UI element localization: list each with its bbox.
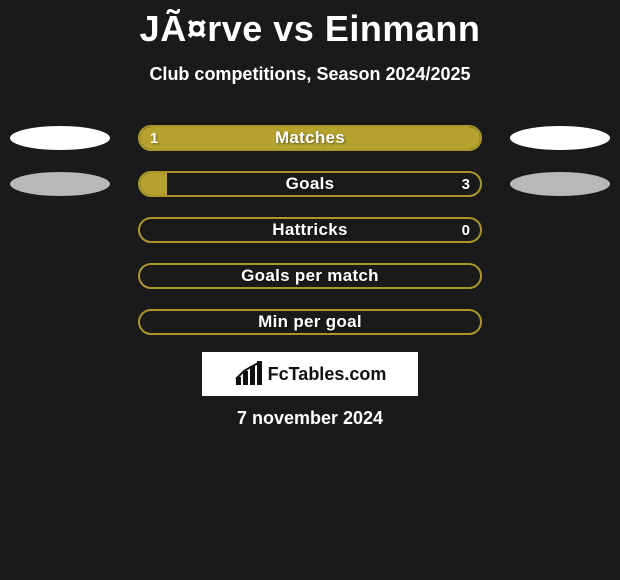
stat-bar: 0Hattricks xyxy=(138,217,482,243)
right-player-marker xyxy=(510,126,610,150)
footer-date: 7 november 2024 xyxy=(0,408,620,429)
stat-row: 3Goals xyxy=(0,164,620,210)
stat-label: Min per goal xyxy=(140,311,480,333)
left-player-marker xyxy=(10,126,110,150)
stat-row: Min per goal xyxy=(0,302,620,348)
page-title: JÃ¤rve vs Einmann xyxy=(0,0,620,50)
stat-row: Goals per match xyxy=(0,256,620,302)
left-player-marker xyxy=(10,172,110,196)
page-subtitle: Club competitions, Season 2024/2025 xyxy=(0,64,620,85)
stats-container: 1Matches 3Goals 0Hattricks Goals per match M… xyxy=(0,118,620,348)
bars-icon xyxy=(234,361,264,387)
brand-badge: FcTables.com xyxy=(202,352,418,396)
stat-label: Goals xyxy=(140,173,480,195)
brand-text: FcTables.com xyxy=(268,364,387,385)
stat-bar: Min per goal xyxy=(138,309,482,335)
right-player-marker xyxy=(510,172,610,196)
stat-row: 1Matches xyxy=(0,118,620,164)
stat-label: Matches xyxy=(140,127,480,149)
stat-bar: 1Matches xyxy=(138,125,482,151)
stat-label: Hattricks xyxy=(140,219,480,241)
stat-label: Goals per match xyxy=(140,265,480,287)
stat-bar: Goals per match xyxy=(138,263,482,289)
stat-row: 0Hattricks xyxy=(0,210,620,256)
stat-bar: 3Goals xyxy=(138,171,482,197)
